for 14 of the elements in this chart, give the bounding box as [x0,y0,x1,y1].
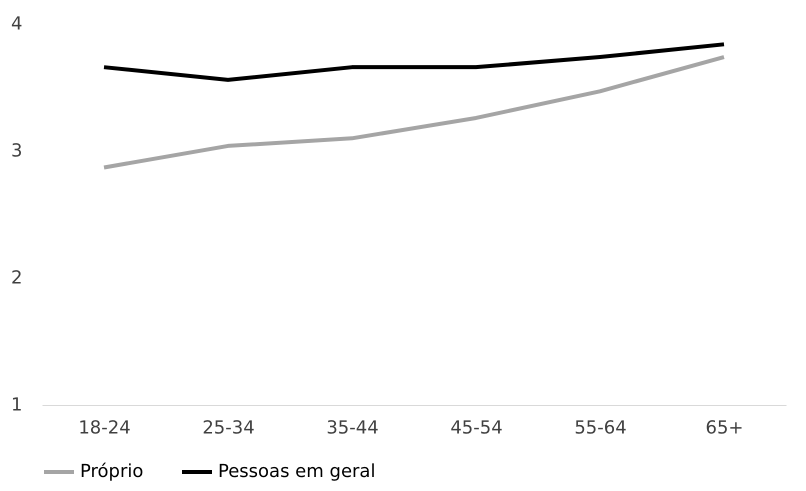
line-series [102,55,726,170]
x-tick-label: 55-64 [574,418,627,438]
x-tick-label: 25-34 [202,418,255,438]
y-tick-label: 4 [11,14,22,34]
line-series [102,42,726,82]
legend-label: Próprio [80,461,144,482]
legend-label: Pessoas em geral [218,461,376,482]
x-tick-label: 18-24 [78,418,131,438]
y-tick-label: 3 [11,140,22,162]
x-tick-label: 45-54 [450,418,503,438]
y-tick-label: 2 [11,268,22,288]
y-tick-label: 1 [11,394,22,416]
x-tick-label: 35-44 [326,418,379,438]
x-tick-label: 65+ [706,418,744,438]
